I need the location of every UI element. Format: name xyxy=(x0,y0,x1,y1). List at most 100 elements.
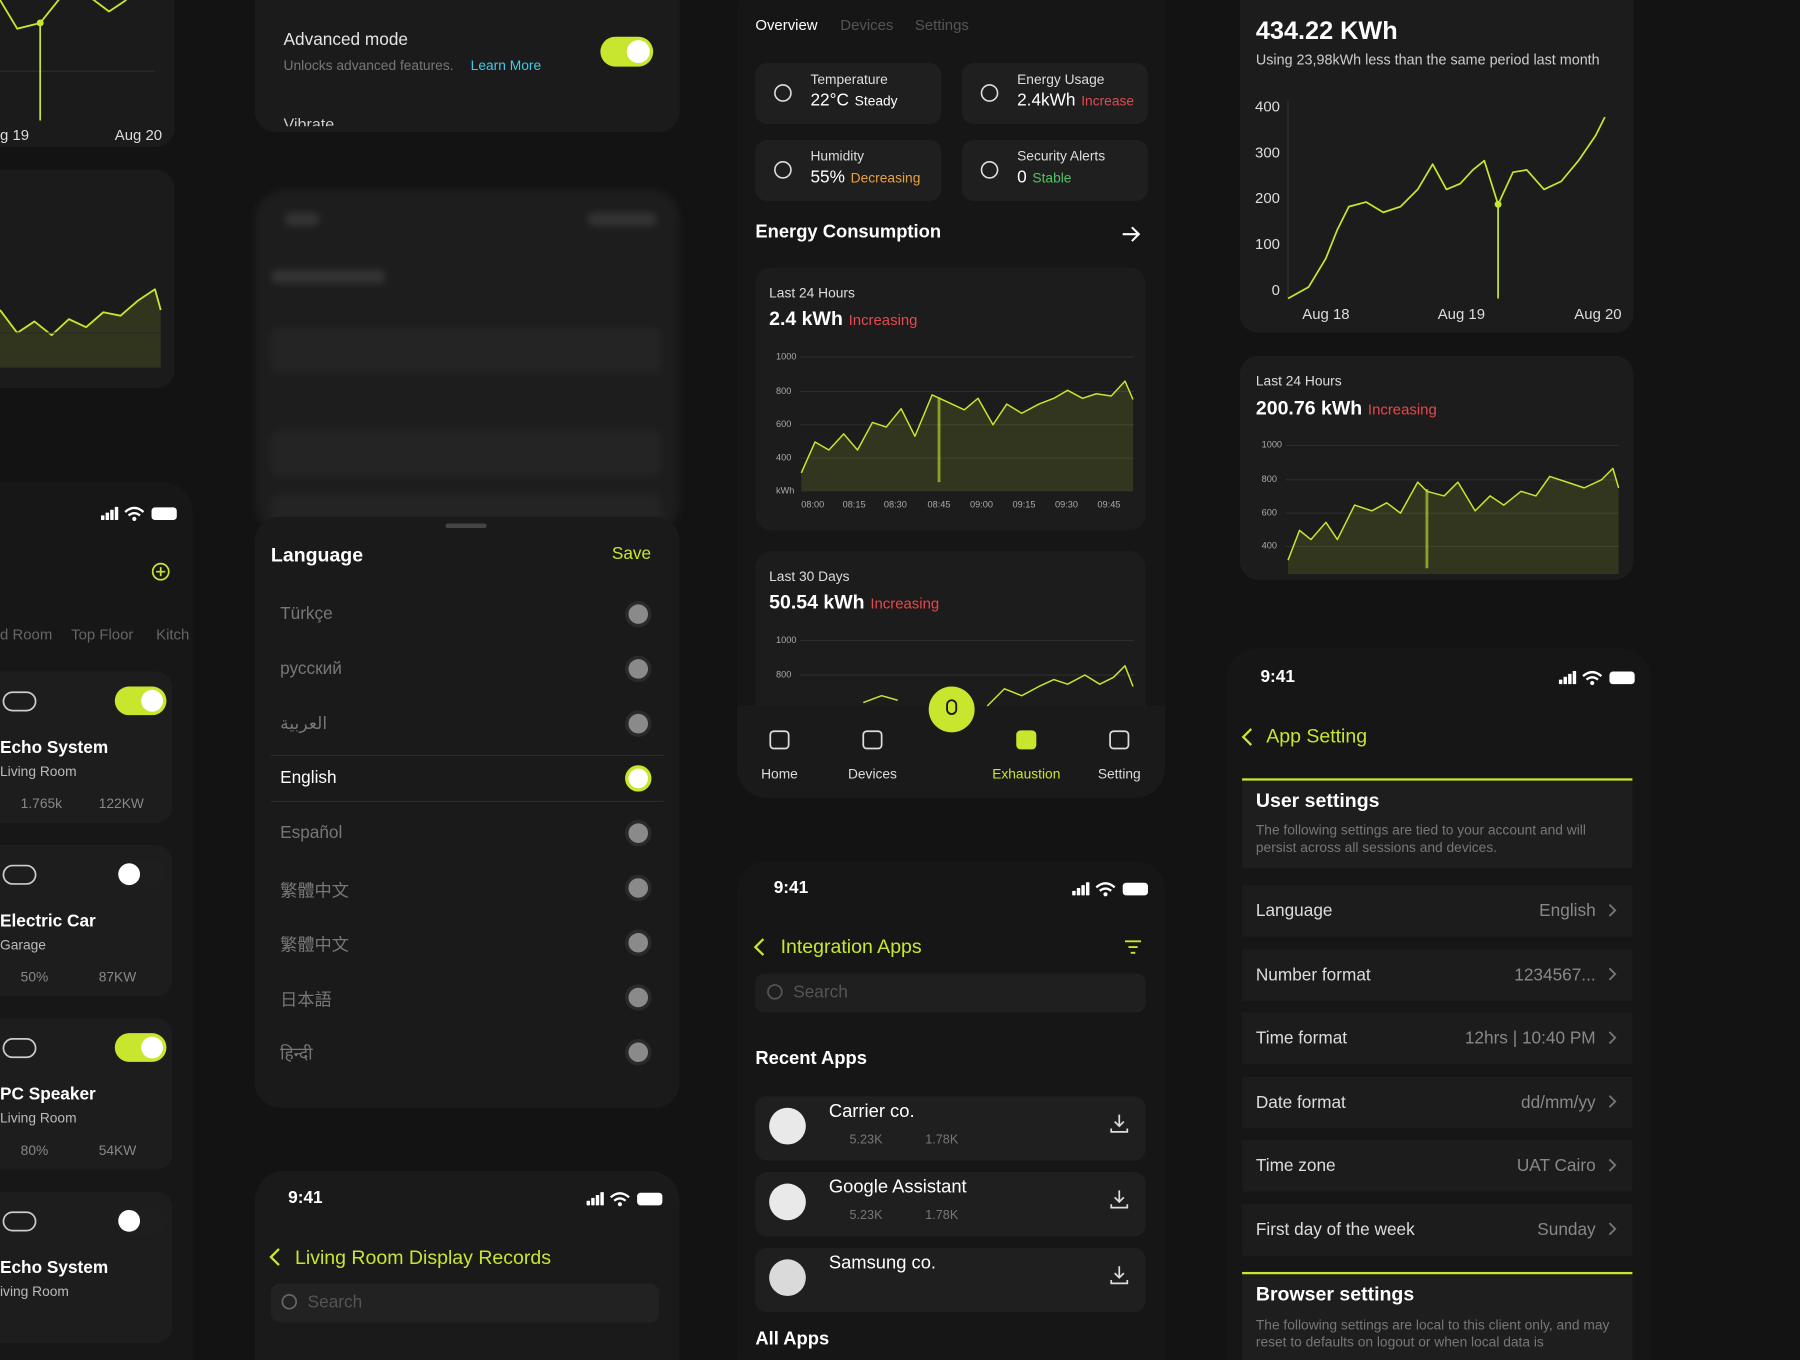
chart-line xyxy=(863,694,898,704)
signal-bar xyxy=(586,1200,591,1206)
sheet-handle xyxy=(445,523,487,529)
status: Increasing xyxy=(870,594,940,612)
signal-bar xyxy=(101,515,105,521)
language-option[interactable]: Türkçe xyxy=(280,603,333,624)
y-tick-label: 1000 xyxy=(776,634,797,646)
radio xyxy=(625,655,652,683)
radio xyxy=(625,929,652,956)
signal-bar xyxy=(1072,890,1076,896)
download-icon xyxy=(1110,1190,1129,1209)
language-option[interactable]: 繁體中文 xyxy=(280,935,349,956)
setting-row[interactable] xyxy=(1242,1203,1633,1256)
y-tick-label: 1000 xyxy=(1261,439,1283,451)
toggle[interactable] xyxy=(114,686,167,716)
device-stat: 80% xyxy=(20,1142,49,1159)
cursor-dot xyxy=(36,19,44,27)
language-option[interactable]: Español xyxy=(280,822,343,843)
nav-label[interactable]: Devices xyxy=(847,765,897,782)
nav-label[interactable]: Home xyxy=(761,765,798,782)
chevron xyxy=(1608,1031,1617,1045)
device-name: Echo System xyxy=(0,1258,109,1278)
search-placeholder: Search xyxy=(793,982,848,1003)
battery xyxy=(637,1192,663,1206)
toggle-knob xyxy=(141,1036,164,1059)
tab[interactable]: Devices xyxy=(840,16,894,34)
toggle-knob xyxy=(141,689,164,712)
screen-title: Integration Apps xyxy=(780,935,922,958)
row-label: Time zone xyxy=(1255,1155,1336,1176)
stat-icon xyxy=(980,84,999,102)
toggle[interactable] xyxy=(114,859,167,889)
app-downloads: 1.78K xyxy=(925,1208,959,1223)
language-option[interactable]: English xyxy=(280,768,337,788)
language-option[interactable]: 繁體中文 xyxy=(280,881,349,901)
signal-bar xyxy=(1558,679,1563,685)
x-tick-label: 08:15 xyxy=(842,499,866,510)
setting-row[interactable] xyxy=(1242,1012,1633,1065)
row-value: Sunday xyxy=(1537,1219,1596,1240)
app-name: Carrier co. xyxy=(828,1102,915,1122)
period: Last 30 Days xyxy=(769,568,850,585)
stat-icon xyxy=(774,84,792,102)
toggle[interactable] xyxy=(114,1033,167,1062)
row-value: 12hrs | 10:40 PM xyxy=(1464,1028,1596,1049)
chart-area xyxy=(1288,468,1619,574)
chart-line xyxy=(800,380,1134,474)
wifi-icon xyxy=(124,506,145,517)
setting-title: Vibrate xyxy=(283,114,335,127)
device-icon xyxy=(2,1211,37,1232)
y-tick-label: 200 xyxy=(1255,189,1280,207)
tab[interactable]: Settings xyxy=(914,16,969,34)
value: 200.76 kWh xyxy=(1255,397,1363,420)
period-value: 50.54 kWh Increasing xyxy=(769,591,939,614)
language-option[interactable]: 日本語 xyxy=(280,990,332,1011)
x-label: g 19 xyxy=(0,126,30,144)
x-tick-label: 09:15 xyxy=(1012,499,1036,510)
signal-bar xyxy=(591,1197,595,1206)
nav-label[interactable]: Exhaustion xyxy=(992,765,1061,782)
row-label: Date format xyxy=(1255,1092,1346,1112)
section-desc: The following settings are local to this… xyxy=(1255,1316,1610,1351)
nav-label[interactable]: Setting xyxy=(1097,765,1141,782)
x-tick-label: 08:00 xyxy=(801,499,825,510)
setting-row[interactable] xyxy=(1242,885,1633,937)
search-placeholder: Search xyxy=(307,1292,363,1313)
save-button[interactable]: Save xyxy=(611,544,652,564)
toggle[interactable] xyxy=(114,1206,167,1236)
value: 50.54 kWh xyxy=(769,591,865,614)
setting-row[interactable] xyxy=(1242,948,1633,1001)
language-option[interactable]: العربية xyxy=(280,714,328,734)
back-chevron xyxy=(1241,728,1253,746)
setting-title: Advanced mode xyxy=(283,29,408,50)
room-tab: Kitch xyxy=(156,625,190,643)
y-tick-label: 300 xyxy=(1255,143,1280,161)
language-option[interactable]: हिन्दी xyxy=(280,1044,313,1064)
back-chevron xyxy=(269,1248,280,1266)
link[interactable]: Learn More xyxy=(470,57,542,74)
section-card xyxy=(1242,778,1633,868)
arrow-icon xyxy=(1122,226,1141,242)
chart-card xyxy=(1239,0,1634,333)
device-stat: 122KW xyxy=(98,795,144,812)
x-tick-label: Aug 20 xyxy=(1574,305,1622,323)
row-value: English xyxy=(1539,901,1596,921)
tab[interactable]: Overview xyxy=(755,16,818,34)
blurred-block xyxy=(284,212,320,227)
toggle-knob xyxy=(118,863,141,886)
section-title: All Apps xyxy=(755,1329,830,1349)
setting-row[interactable] xyxy=(1242,1139,1633,1192)
status: Increasing xyxy=(848,311,918,329)
x-tick-label: 08:45 xyxy=(927,499,951,510)
stat-value: 22°C Steady xyxy=(810,91,897,111)
value: 55% xyxy=(810,167,845,188)
app-card xyxy=(755,1172,1146,1237)
setting-row[interactable] xyxy=(1242,1076,1633,1128)
blurred-block xyxy=(270,269,386,284)
phone xyxy=(254,1170,680,1360)
x-tick-label: Aug 19 xyxy=(1437,305,1486,323)
language-option[interactable]: русский xyxy=(280,658,342,679)
stat-value: 55% Decreasing xyxy=(810,168,920,188)
chart-line xyxy=(0,288,162,337)
toggle[interactable] xyxy=(600,36,654,67)
